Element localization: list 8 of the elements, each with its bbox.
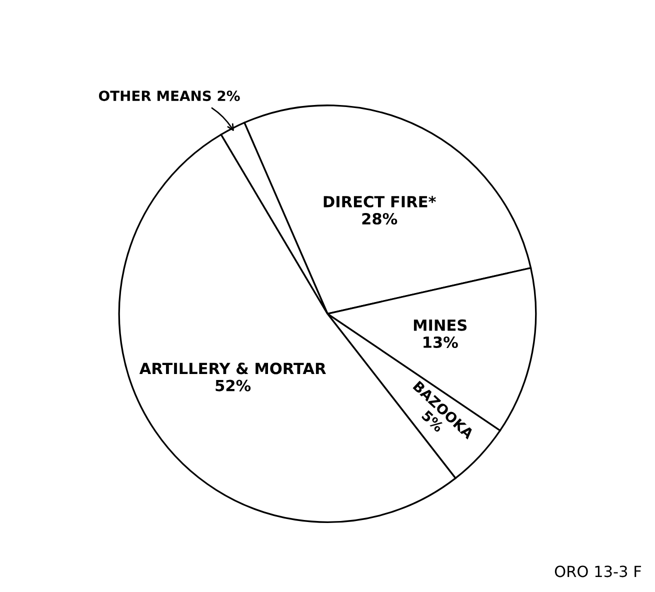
data-label: 13%: [424, 336, 458, 348]
slice-label: DIRECT FIRE*: [324, 196, 436, 208]
data-label: 28%: [362, 212, 398, 225]
data-label: 52%: [216, 380, 251, 392]
slice-label: OTHER MEANS 2%: [98, 90, 240, 102]
slice-label: ARTILLERY & MORTAR: [139, 362, 326, 374]
slice-label: MINES: [414, 319, 467, 331]
text: ORO 13-3 F: [554, 566, 642, 578]
